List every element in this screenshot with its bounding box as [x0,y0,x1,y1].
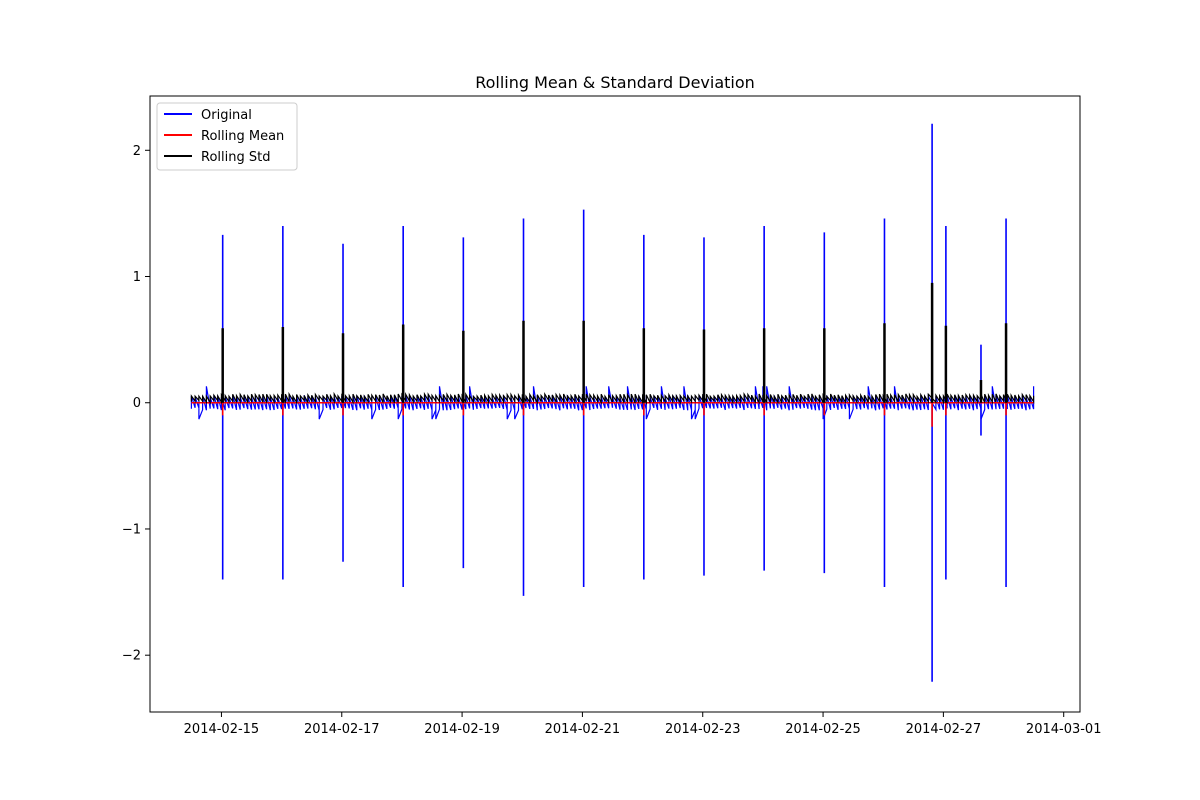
y-tick-label: −1 [122,522,141,537]
x-tick-label: 2014-02-23 [665,722,741,737]
plot-frame [149,95,1081,713]
legend-box [156,102,298,171]
series-rolling-std [190,282,1035,405]
y-tick-label: 2 [133,144,141,159]
y-tick-label: −2 [122,649,141,664]
x-tick-label: 2014-02-25 [785,722,861,737]
x-axis: 2014-02-15 2014-02-17 2014-02-19 2014-02-21… [184,712,1102,737]
series-baseline-2 [190,391,1035,405]
y-axis: 2 1 0 −1 −2 [122,144,150,664]
plot-area [190,123,1035,682]
x-tick-label: 2014-03-01 [1026,722,1102,737]
y-tick-label: 0 [133,396,141,411]
legend-label: Original [201,108,252,123]
legend-label: Rolling Mean [201,129,284,144]
x-tick-label: 2014-02-19 [424,722,500,737]
y-tick-label: 1 [133,270,141,285]
x-tick-label: 2014-02-17 [304,722,380,737]
legend-label: Rolling Std [201,150,270,165]
x-tick-label: 2014-02-27 [906,722,982,737]
x-tick-label: 2014-02-15 [184,722,260,737]
legend: Original Rolling Mean Rolling Std [156,102,298,171]
chart-title: Rolling Mean & Standard Deviation [475,73,755,92]
x-tick-label: 2014-02-21 [545,722,621,737]
